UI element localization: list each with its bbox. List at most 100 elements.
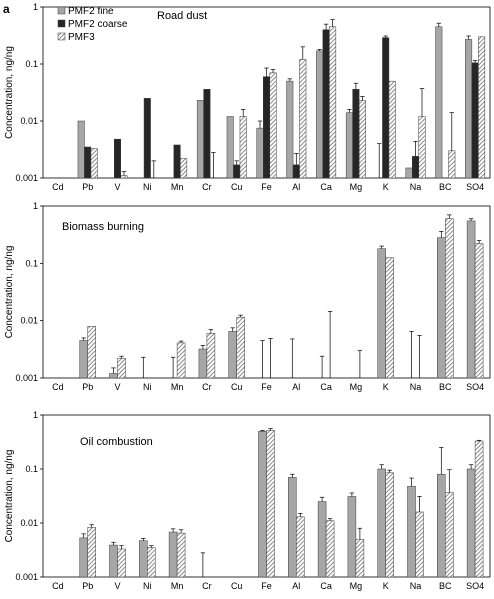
plot-frame: [42, 205, 491, 379]
bar: [168, 531, 178, 578]
bar: [176, 342, 186, 379]
y-axis-label: Concentration, ng/ng: [4, 450, 15, 543]
bar: [345, 112, 353, 179]
bar: [176, 532, 186, 578]
category-label: SO4: [466, 581, 484, 591]
bar: [233, 164, 241, 179]
category-label: Ni: [143, 581, 152, 591]
bar: [466, 220, 476, 379]
bar: [407, 485, 416, 578]
panel-title: Biomass burning: [62, 221, 144, 233]
bar: [377, 468, 386, 578]
bar: [471, 62, 479, 179]
y-axis-label: Concentration, ng/ng: [4, 46, 15, 139]
bar: [474, 440, 484, 578]
legend-swatch: [57, 6, 66, 15]
bar: [478, 36, 486, 179]
category-label: Na: [410, 182, 422, 192]
legend-label: PMF2 fine: [68, 6, 114, 17]
y-tick-label: 0.001: [15, 373, 38, 383]
bar: [120, 175, 128, 179]
bar: [415, 511, 424, 578]
bar: [147, 547, 156, 578]
bar: [405, 167, 413, 179]
bar: [325, 520, 335, 578]
legend-label: PMF3: [68, 32, 95, 43]
category-label: Ca: [320, 581, 332, 591]
bar: [299, 59, 307, 179]
bar: [465, 39, 473, 179]
y-tick-label: 0.1: [25, 59, 38, 69]
legend-label: PMF2 coarse: [68, 19, 128, 30]
bar: [317, 501, 327, 578]
category-label: BC: [439, 382, 452, 392]
category-label: Al: [292, 182, 300, 192]
bar: [87, 325, 96, 379]
category-label: V: [114, 581, 120, 591]
bar: [466, 468, 476, 578]
bar: [173, 144, 181, 179]
bar: [139, 540, 148, 578]
y-tick-label: 0.01: [20, 518, 38, 528]
bar: [382, 37, 390, 179]
bar: [437, 237, 446, 379]
y-tick-label: 1: [33, 2, 38, 12]
category-label: Cd: [52, 581, 64, 591]
category-label: Mg: [350, 382, 363, 392]
category-label: K: [383, 581, 389, 591]
bar: [286, 80, 294, 179]
bar: [412, 156, 419, 179]
bar: [385, 257, 394, 379]
bar: [79, 340, 88, 379]
category-label: Pb: [82, 581, 93, 591]
category-label: Fe: [261, 382, 272, 392]
bar: [269, 72, 277, 179]
bar: [256, 127, 264, 179]
category-label: Fe: [261, 182, 272, 192]
bar: [329, 26, 337, 179]
bar: [352, 89, 360, 179]
bar: [448, 150, 456, 179]
bar: [418, 116, 426, 179]
bar: [226, 116, 234, 179]
bar: [79, 537, 88, 578]
panels: 0.001 0.01 0.1 1 Concentration, ng/ng Road du…: [4, 2, 491, 591]
bar: [437, 473, 446, 578]
bar: [228, 331, 237, 379]
bar: [316, 50, 324, 179]
category-label: Na: [410, 382, 422, 392]
bar: [358, 100, 366, 179]
category-label: Cd: [52, 182, 64, 192]
bar: [180, 158, 188, 179]
y-tick-label: 0.01: [20, 116, 38, 126]
bar: [385, 472, 394, 578]
panel-2: 0.001 0.01 0.1 1 Concentration, ng/ng Biomass…: [4, 201, 491, 392]
bar: [474, 243, 484, 379]
y-tick-label: 0.001: [15, 173, 38, 183]
category-label: Cr: [202, 581, 212, 591]
panel-title: Oil combustion: [80, 436, 153, 448]
bar: [203, 89, 211, 179]
bar: [258, 431, 267, 578]
y-tick-label: 0.1: [25, 258, 38, 268]
bar: [109, 544, 118, 578]
panel-3: 0.001 0.01 0.1 1 Concentration, ng/ng Oil com…: [4, 410, 491, 591]
bar: [239, 116, 247, 179]
bar: [77, 120, 85, 179]
panel-1: 0.001 0.01 0.1 1 Concentration, ng/ng Road du…: [4, 2, 491, 192]
y-tick-label: 1: [33, 201, 38, 211]
category-label: Cu: [231, 182, 243, 192]
category-label: Al: [292, 382, 300, 392]
bar: [377, 248, 386, 379]
category-label: Ni: [143, 382, 152, 392]
bar: [90, 148, 98, 179]
category-label: Cr: [202, 182, 212, 192]
y-axis-label: Concentration, ng/ng: [4, 246, 15, 339]
category-label: Pb: [82, 182, 93, 192]
category-label: Al: [292, 581, 300, 591]
bar: [435, 26, 443, 179]
bar: [196, 100, 204, 179]
category-label: V: [114, 382, 120, 392]
bar: [388, 80, 396, 179]
